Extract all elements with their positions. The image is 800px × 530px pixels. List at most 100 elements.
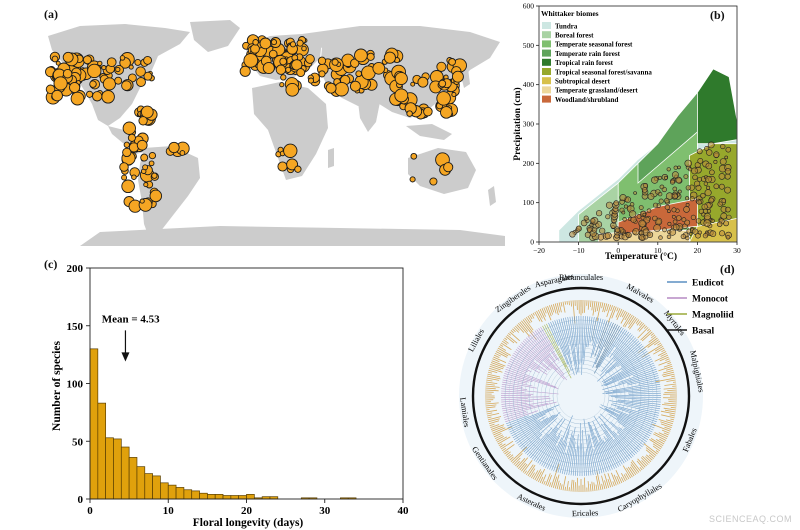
biome-point: [700, 193, 706, 199]
biome-point: [718, 173, 726, 180]
biome-legend-swatch: [542, 40, 551, 48]
tree-outer-ring: [471, 286, 691, 506]
histogram-x-tick-label: 0: [87, 505, 93, 517]
histogram-bar: [230, 495, 240, 500]
occurrence-point: [101, 65, 107, 71]
histogram-bar: [144, 473, 153, 500]
biome-point: [605, 214, 611, 220]
occurrence-point: [355, 70, 363, 78]
occurrence-point: [294, 165, 302, 173]
occurrence-point: [62, 68, 73, 79]
occurrence-point: [92, 91, 103, 102]
biome-legend-swatch: [542, 58, 551, 66]
biome-y-tick-label: 0: [530, 238, 534, 247]
occurrence-point: [296, 39, 304, 47]
occurrence-point: [148, 151, 157, 160]
occurrence-point: [102, 77, 116, 91]
biome-point: [685, 202, 690, 207]
phylogeny-tree: RanunculalesMalvalesMyrtalesMalpighiales…: [458, 272, 734, 519]
histogram-bar: [207, 494, 216, 500]
occurrence-point: [143, 182, 149, 188]
biome-point: [697, 157, 704, 164]
histogram-y-tick-label: 150: [67, 321, 84, 333]
histogram-bar: [136, 466, 146, 500]
biome-point: [725, 234, 731, 240]
occurrence-point: [443, 162, 454, 173]
biome-point: [628, 210, 637, 218]
occurrence-point: [143, 55, 153, 65]
watermark: SCIENCEAQ.COM: [708, 514, 792, 524]
occurrence-point: [119, 55, 126, 61]
biome-legend-swatch: [542, 49, 551, 57]
biome-legend-label: Temperate seasonal forest: [555, 41, 633, 49]
biome-legend-label: Tundra: [555, 22, 578, 30]
histogram-y-tick-label: 200: [67, 263, 84, 275]
occurrence-point: [301, 45, 307, 52]
biome-point: [697, 230, 702, 235]
occurrence-point: [142, 164, 149, 171]
biome-y-tick-label: 200: [523, 159, 535, 168]
biome-point: [708, 197, 715, 204]
biome-point: [719, 230, 726, 237]
biome-y-tick-label: 600: [523, 2, 535, 11]
histogram-bar: [238, 495, 247, 500]
biome-legend-swatch: [542, 68, 551, 75]
occurrence-point: [138, 116, 148, 126]
occurrence-point: [289, 41, 297, 48]
biome-point: [666, 167, 671, 172]
occurrence-point: [410, 152, 418, 160]
occurrence-point: [62, 51, 74, 63]
occurrence-point: [252, 39, 259, 46]
biome-point: [591, 227, 598, 233]
biome-tropical-rain-forest: [697, 68, 738, 145]
biome-point: [709, 169, 715, 176]
biome-x-tick-label: 10: [654, 246, 662, 255]
tree-branches: [500, 315, 662, 477]
histogram-bar: [105, 437, 114, 500]
biome-y-tick-label: 400: [523, 80, 535, 89]
biome-point: [677, 189, 682, 194]
biome-point: [698, 208, 704, 214]
occurrence-point: [277, 161, 288, 172]
biome-point: [719, 158, 727, 165]
biome-point: [653, 202, 659, 208]
occurrence-point: [127, 133, 136, 142]
occurrence-point: [307, 77, 315, 84]
biome-legend-label: Subtropical desert: [555, 78, 611, 86]
biome-point: [695, 184, 702, 191]
biome-point: [691, 167, 698, 175]
biome-point: [651, 176, 659, 184]
occurrence-point: [115, 66, 121, 73]
occurrence-point: [128, 64, 134, 70]
occurrence-point: [123, 141, 130, 148]
occurrence-point: [283, 143, 298, 158]
biome-point: [703, 212, 711, 221]
biome-point: [689, 196, 695, 202]
occurrence-point: [243, 53, 259, 68]
histogram-x-tick-label: 40: [398, 505, 410, 517]
biome-point: [717, 201, 723, 207]
occurrence-point: [250, 43, 260, 54]
biome-point: [629, 202, 635, 207]
biome-legend-label: Boreal forest: [555, 32, 594, 40]
occurrence-point: [140, 105, 154, 119]
occurrence-point: [409, 176, 416, 183]
occurrence-point: [86, 90, 94, 98]
panel-b-label: (b): [710, 8, 725, 22]
biome-y-tick-label: 300: [523, 120, 535, 129]
biome-point: [680, 233, 686, 240]
occurrence-point: [280, 74, 287, 81]
biome-point: [604, 232, 612, 240]
biome-point: [706, 209, 712, 214]
panel-c-label: (c): [44, 257, 58, 271]
biome-legend-swatch: [542, 86, 551, 94]
biome-point: [709, 230, 717, 237]
occurrence-point: [121, 80, 132, 91]
histogram-bar: [191, 490, 200, 500]
occurrence-point: [53, 76, 68, 91]
order-label: Lamiales: [458, 397, 471, 428]
biome-point: [724, 168, 732, 175]
biome-point: [575, 225, 582, 232]
occurrence-point: [148, 160, 155, 167]
histogram-x-tick-label: 30: [319, 505, 331, 517]
